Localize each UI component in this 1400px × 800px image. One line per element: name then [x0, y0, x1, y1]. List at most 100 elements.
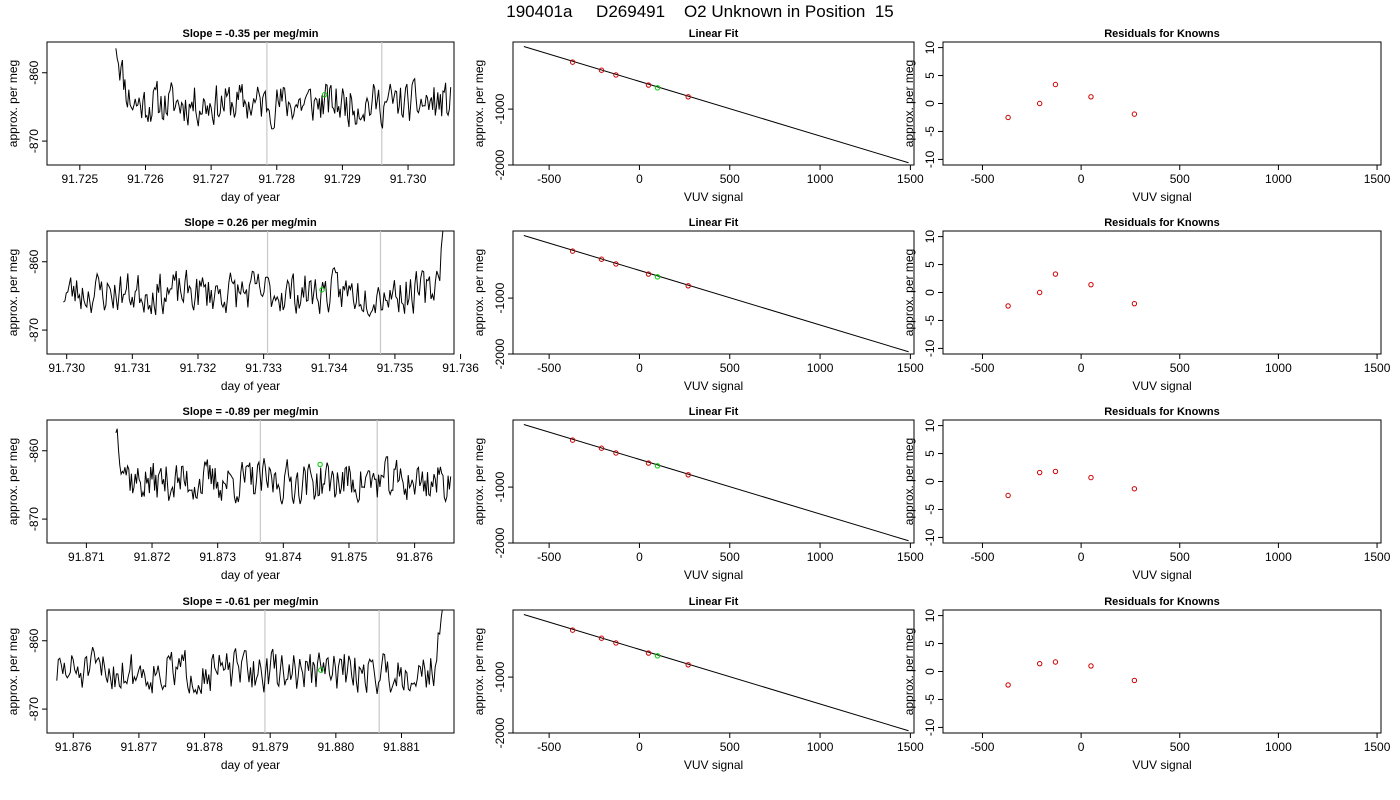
x-tick-label: 1000: [807, 361, 834, 375]
x-tick-label: 0: [1078, 361, 1085, 375]
y-tick-label: -10: [923, 150, 937, 168]
known-point: [645, 82, 652, 88]
y-tick-label: -860: [27, 628, 41, 652]
panel-title: Linear Fit: [689, 217, 739, 229]
y-tick-label: -10: [923, 528, 937, 546]
y-tick-label: -5: [923, 126, 937, 137]
residual-point: [1005, 114, 1011, 121]
panel-trace-0: Slope = -0.35 per meg/min 91.725 91.726 91.…: [6, 28, 455, 204]
x-tick-label: 91.730: [48, 361, 85, 375]
panel-fit-0: Linear Fit -500 0 500 1000 1500 -1000 -2000 VUV …: [472, 28, 924, 204]
x-tick-label: 91.735: [377, 361, 414, 375]
y-axis-label: approx. per meg: [6, 628, 20, 715]
plot-frame: [512, 609, 915, 734]
known-point: [598, 445, 605, 451]
plot-frame: [942, 609, 1382, 734]
x-tick-label: 0: [636, 361, 643, 375]
x-tick-label: 500: [720, 550, 740, 564]
y-tick-label: -870: [27, 507, 41, 531]
y-tick-label: -2000: [493, 338, 507, 369]
known-point: [569, 59, 576, 65]
y-tick-label: 0: [923, 668, 937, 675]
x-tick-label: -500: [970, 172, 994, 186]
x-tick-label: 91.879: [252, 740, 289, 754]
known-point: [598, 67, 605, 73]
plot-frame: [46, 609, 455, 734]
residual-point: [1036, 100, 1043, 107]
x-axis-label: day of year: [221, 379, 280, 393]
y-tick-label: -870: [27, 318, 41, 342]
x-tick-label: 91.729: [324, 172, 361, 186]
known-point: [598, 635, 605, 641]
panel-title: Residuals for Knowns: [1104, 28, 1220, 40]
known-point: [569, 627, 576, 633]
residual-point: [1005, 682, 1011, 688]
residual-point: [1005, 492, 1011, 499]
unknown-point: [654, 274, 661, 280]
plot-frame: [46, 419, 455, 544]
x-tick-label: 1000: [1265, 550, 1292, 564]
x-tick-label: -500: [537, 550, 561, 564]
x-tick-label: -500: [537, 361, 561, 375]
residual-point: [1088, 281, 1094, 288]
plot-frame: [512, 230, 915, 355]
x-tick-label: 1000: [1265, 740, 1292, 754]
residual-point: [1052, 468, 1059, 475]
panel-title: Residuals for Knowns: [1104, 596, 1220, 608]
known-point: [685, 662, 691, 668]
x-tick-label: 1000: [1265, 361, 1292, 375]
y-tick-label: 10: [923, 609, 937, 623]
panel-title: Slope = -0.89 per meg/min: [182, 406, 318, 418]
known-point: [645, 650, 652, 656]
x-tick-label: 1500: [897, 172, 924, 186]
plot-frame: [942, 41, 1382, 166]
x-tick-label: 1000: [807, 550, 834, 564]
residual-point: [1131, 677, 1138, 684]
panel-trace-1: Slope = 0.26 per meg/min 91.730 91.731 91.7…: [6, 217, 479, 393]
x-axis-label: VUV signal: [684, 379, 743, 393]
y-tick-label: -860: [27, 60, 41, 84]
y-axis-label: approx. per meg: [902, 628, 916, 715]
y-tick-label: -5: [923, 315, 937, 326]
y-axis-label: approx. per meg: [6, 249, 20, 336]
residual-point: [1088, 663, 1094, 669]
x-tick-label: -500: [970, 550, 994, 564]
y-tick-label: 10: [923, 230, 937, 244]
x-axis-label: VUV signal: [684, 190, 743, 204]
panel-title: Linear Fit: [689, 406, 739, 418]
panel-fit-2: Linear Fit -500 0 500 1000 1500 -1000 -2000 VUV …: [472, 406, 924, 582]
unknown-point: [654, 463, 661, 469]
x-tick-label: 500: [1170, 361, 1190, 375]
panel-title: Slope = 0.26 per meg/min: [184, 217, 317, 229]
x-tick-label: 1000: [807, 740, 834, 754]
y-axis-label: approx. per meg: [902, 249, 916, 336]
x-tick-label: 1500: [897, 550, 924, 564]
x-tick-label: -500: [970, 361, 994, 375]
x-tick-label: 91.733: [245, 361, 282, 375]
x-tick-label: 1500: [1364, 361, 1391, 375]
x-tick-label: 1500: [897, 740, 924, 754]
y-tick-label: -2000: [493, 149, 507, 180]
panel-title: Residuals for Knowns: [1104, 217, 1220, 229]
known-point: [645, 271, 652, 277]
x-axis-label: day of year: [221, 190, 280, 204]
x-tick-label: 1000: [1265, 172, 1292, 186]
x-tick-label: -500: [537, 740, 561, 754]
panel-resid-3: Residuals for Knowns -500 0 500 1000 1500 10 5 0…: [902, 596, 1391, 772]
known-point: [685, 94, 691, 100]
plot-frame: [512, 41, 915, 166]
y-tick-label: -2000: [493, 717, 507, 748]
residual-point: [1052, 271, 1059, 277]
x-tick-label: 500: [720, 172, 740, 186]
y-tick-label: 5: [923, 640, 937, 647]
y-tick-label: -860: [27, 438, 41, 462]
y-tick-label: -860: [27, 249, 41, 273]
x-tick-label: 91.872: [134, 550, 171, 564]
x-axis-label: VUV signal: [1132, 190, 1191, 204]
panel-title: Linear Fit: [689, 596, 739, 608]
known-point: [613, 72, 619, 78]
panel-fit-3: Linear Fit -500 0 500 1000 1500 -1000 -2000 VUV …: [472, 596, 924, 772]
y-tick-label: -1000: [493, 93, 507, 124]
x-tick-label: 91.875: [331, 550, 368, 564]
